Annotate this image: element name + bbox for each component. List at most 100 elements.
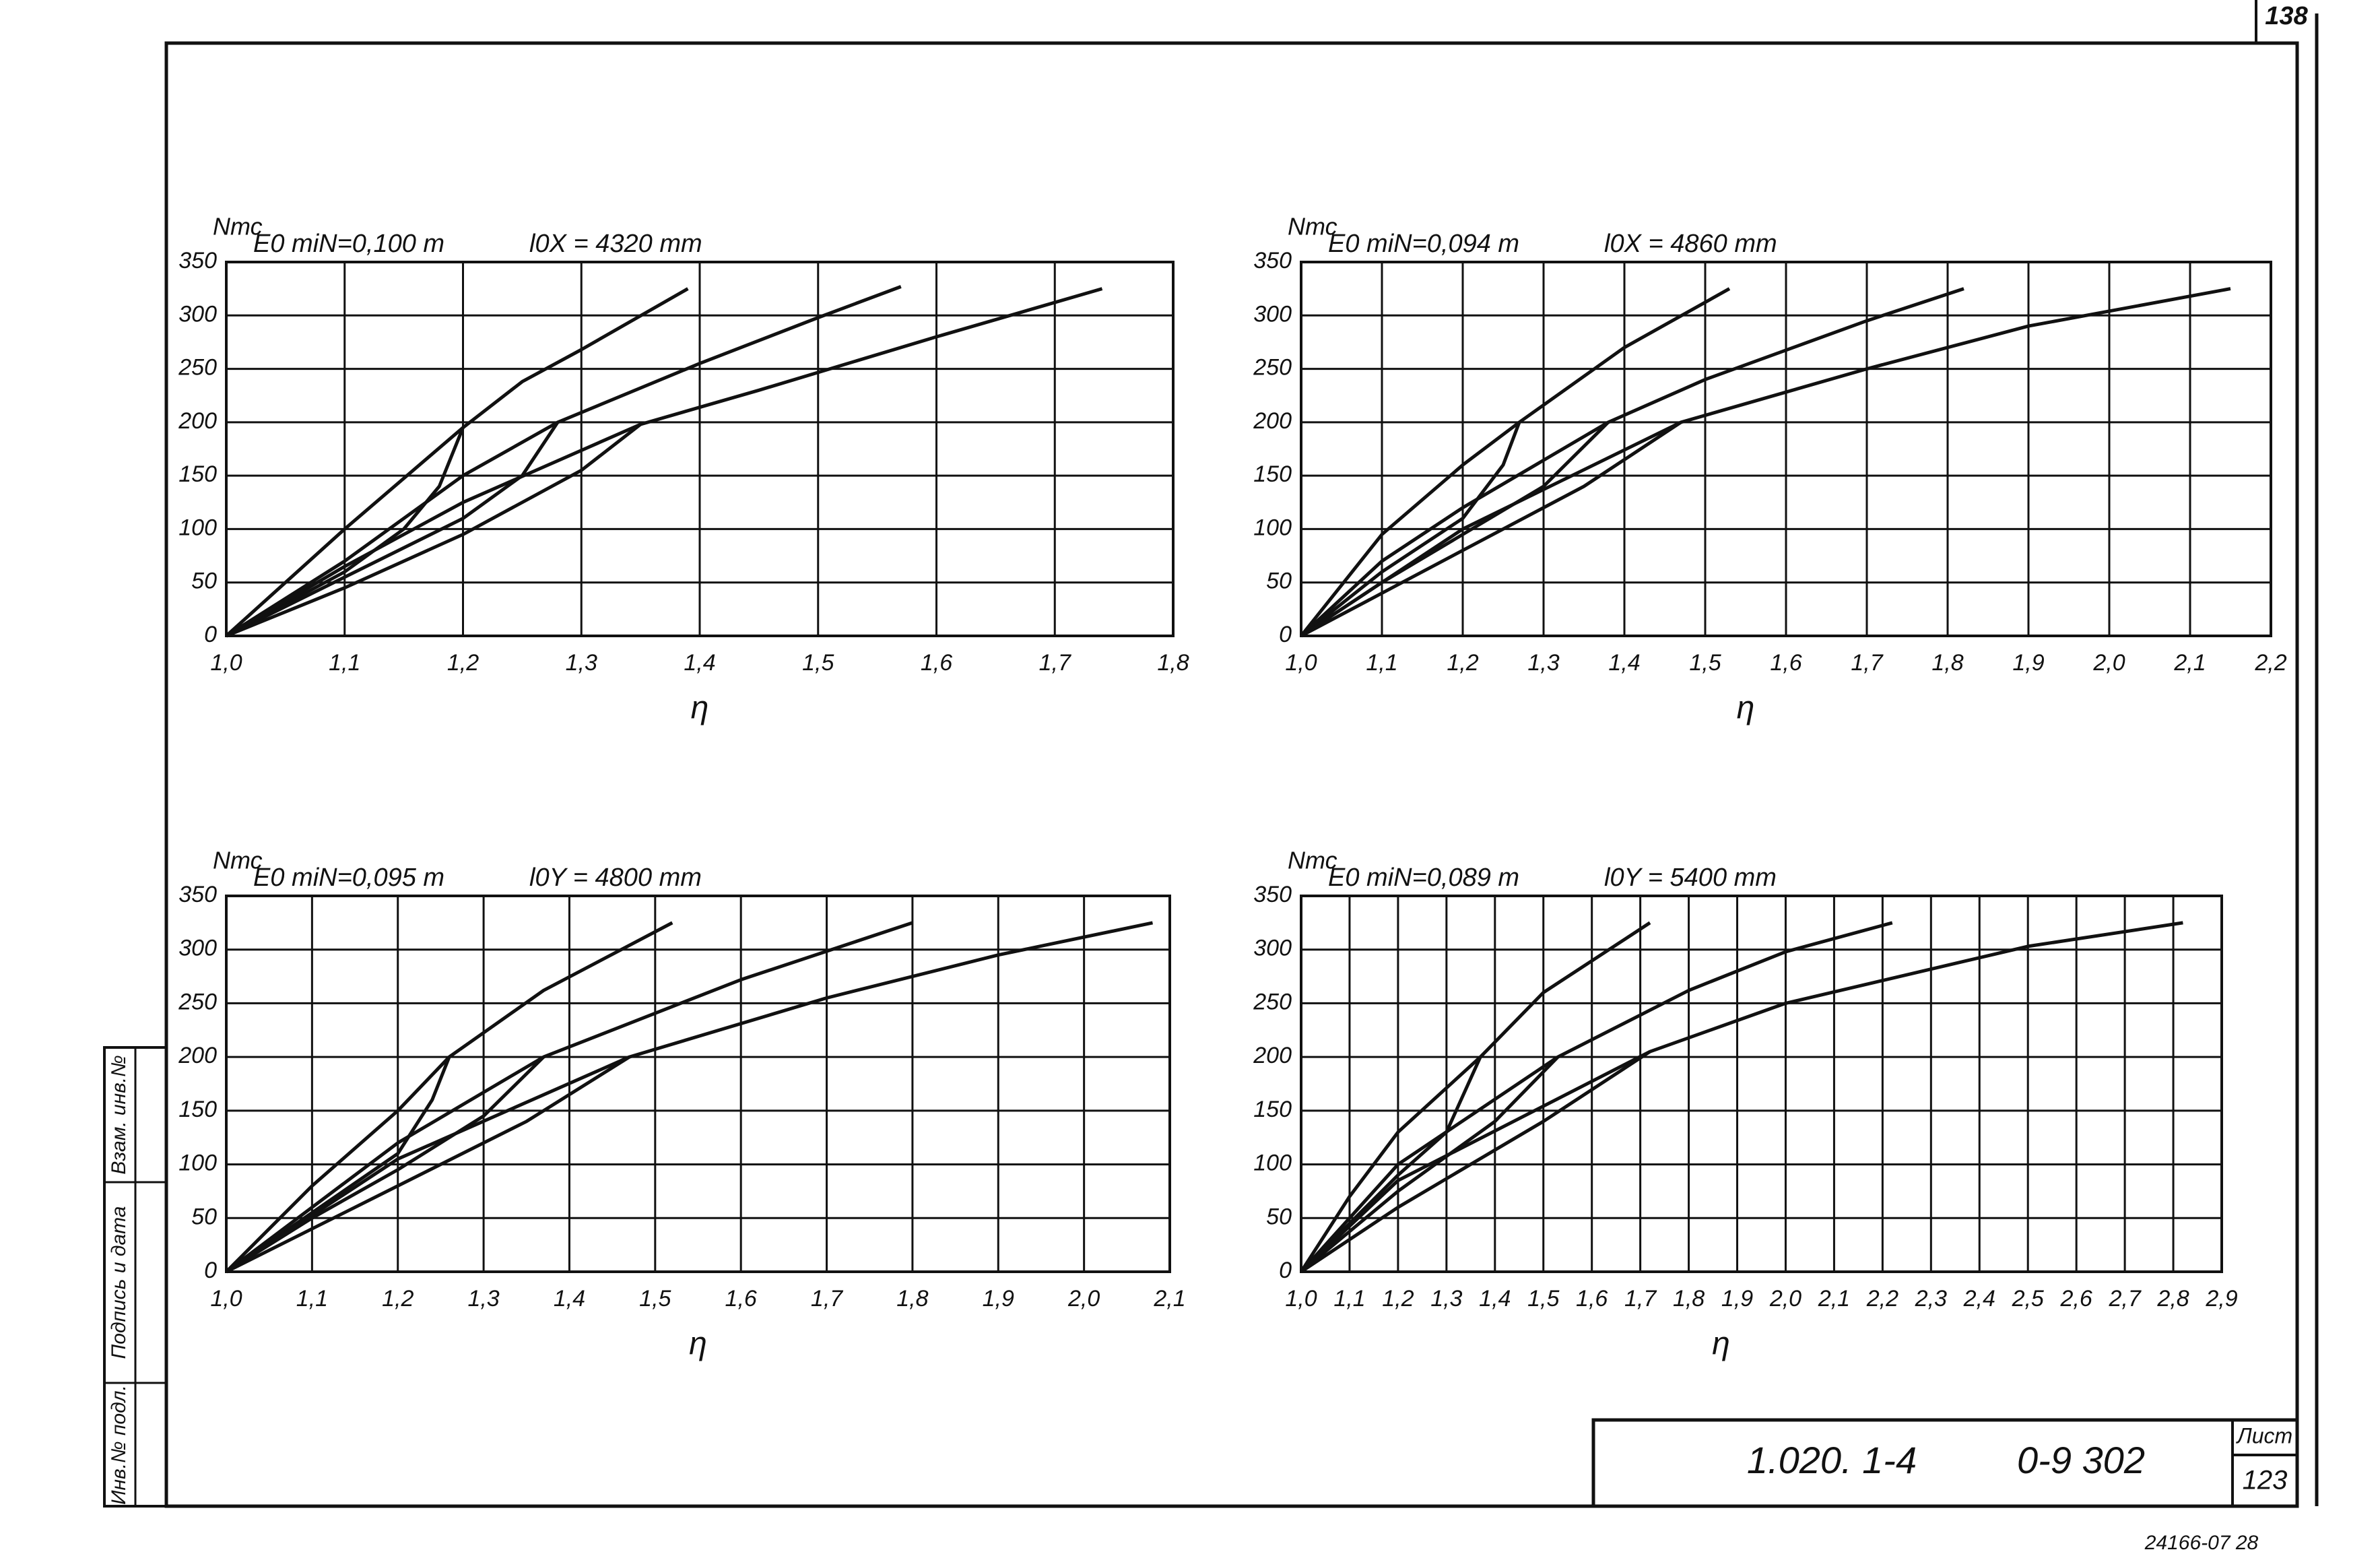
x-tick-label: 2,3	[1915, 1286, 1947, 1312]
y-tick-label: 250	[1253, 355, 1292, 381]
y-tick-label: 200	[178, 408, 217, 434]
x-tick-label: 1,4	[684, 650, 715, 676]
x-tick-label: 1,7	[1624, 1286, 1657, 1312]
annotation: l0Y = 5400 mm	[1604, 864, 1777, 892]
x-tick-label: 1,6	[1576, 1286, 1608, 1312]
y-axis-label: Nтс	[213, 847, 263, 874]
x-tick-label: 1,0	[210, 1286, 242, 1312]
x-tick-label: 1,2	[447, 650, 479, 676]
curve	[225, 921, 673, 1273]
plot-frame	[1300, 261, 2272, 637]
x-tick-label: 1,7	[811, 1286, 843, 1312]
x-tick-label: 2,1	[1153, 1286, 1185, 1312]
x-tick-label: 1,2	[1447, 650, 1478, 676]
x-tick-label: 2,8	[2156, 1286, 2189, 1312]
curve	[226, 423, 642, 638]
sheet-border	[164, 41, 2299, 1508]
x-tick-label: 1,3	[1527, 650, 1559, 676]
x-tick-label: 2,5	[2012, 1286, 2044, 1312]
x-tick-label: 1,3	[566, 650, 597, 676]
x-tick-label: 1,3	[467, 1286, 499, 1312]
y-tick-label: 50	[191, 1204, 217, 1229]
archive-number: 24166-07 28	[2144, 1532, 2259, 1554]
x-tick-label: 1,5	[802, 650, 834, 676]
annotation: l0X = 4320 mm	[529, 230, 702, 258]
x-tick-label: 1,4	[554, 1286, 585, 1312]
x-tick-label: 1,1	[1333, 1286, 1365, 1312]
annotation: E0 miN=0,094 m	[1328, 230, 1519, 258]
y-tick-label: 350	[178, 248, 217, 273]
y-tick-label: 100	[1253, 1151, 1292, 1176]
x-tick-label: 1,2	[1382, 1286, 1414, 1312]
y-tick-label: 350	[1253, 882, 1292, 907]
y-tick-label: 350	[1253, 248, 1292, 273]
x-tick-label: 1,9	[2012, 650, 2044, 676]
y-tick-label: 200	[178, 1043, 217, 1068]
annotation: l0X = 4860 mm	[1604, 230, 1777, 258]
plot-frame	[225, 261, 1175, 637]
y-tick-label: 150	[178, 461, 217, 487]
y-tick-label: 250	[1253, 989, 1292, 1014]
y-axis-label: Nтс	[213, 213, 263, 240]
annotation: E0 miN=0,095 m	[253, 864, 444, 892]
annotation: E0 miN=0,100 m	[253, 230, 444, 258]
x-tick-label: 1,0	[210, 650, 242, 676]
y-tick-label: 150	[1253, 1097, 1292, 1122]
x-tick-label: 1,5	[639, 1286, 671, 1312]
curve	[1300, 422, 1521, 637]
x-tick-label: 1,6	[725, 1286, 757, 1312]
curve	[225, 287, 689, 637]
y-axis-label: Nтс	[1288, 847, 1337, 874]
y-tick-label: 150	[178, 1097, 217, 1122]
curve	[1300, 921, 1893, 1273]
y-tick-label: 0	[204, 622, 217, 647]
y-tick-label: 0	[1279, 1258, 1292, 1283]
y-axis-label: Nтс	[1288, 213, 1337, 240]
x-tick-label: 2,6	[2060, 1286, 2092, 1312]
x-tick-label: 2,0	[2092, 650, 2125, 676]
curve	[1300, 921, 2183, 1273]
x-tick-label: 1,8	[1931, 650, 1963, 676]
y-tick-label: 300	[178, 936, 217, 961]
x-axis-label: η	[1712, 1326, 1730, 1362]
curve	[1300, 287, 1731, 637]
x-axis-label: η	[689, 1326, 707, 1362]
x-axis-label: η	[691, 690, 709, 726]
top-sheet-number: 138	[2265, 2, 2308, 30]
x-tick-label: 1,8	[1157, 650, 1189, 676]
x-tick-label: 1,9	[1721, 1286, 1753, 1312]
x-tick-label: 1,7	[1039, 650, 1071, 676]
x-tick-label: 1,7	[1851, 650, 1883, 676]
x-tick-label: 2,7	[2108, 1286, 2141, 1312]
x-tick-label: 2,2	[2254, 650, 2286, 676]
side-stamp-label: Взам. инв.№	[108, 1055, 130, 1174]
curve	[1299, 921, 1651, 1273]
x-tick-label: 1,2	[382, 1286, 414, 1312]
side-stamp-label: Подпись и дата	[108, 1206, 130, 1359]
y-tick-label: 150	[1253, 461, 1292, 487]
x-tick-label: 2,2	[1866, 1286, 1898, 1312]
annotation: l0Y = 4800 mm	[529, 864, 702, 892]
x-tick-label: 2,4	[1963, 1286, 1995, 1312]
y-tick-label: 200	[1253, 408, 1292, 434]
x-tick-label: 1,8	[1673, 1286, 1705, 1312]
curve	[1300, 287, 2231, 638]
y-tick-label: 350	[178, 882, 217, 907]
y-tick-label: 300	[1253, 301, 1292, 327]
x-tick-label: 1,5	[1527, 1286, 1559, 1312]
x-tick-label: 1,4	[1608, 650, 1640, 676]
x-tick-label: 2,9	[2205, 1286, 2237, 1312]
y-tick-label: 50	[191, 569, 217, 594]
x-tick-label: 2,0	[1769, 1286, 1801, 1312]
y-tick-label: 300	[178, 301, 217, 327]
x-tick-label: 1,1	[329, 650, 360, 676]
y-tick-label: 250	[178, 355, 217, 381]
sheet-label: Лист	[2236, 1423, 2292, 1448]
y-tick-label: 50	[1266, 569, 1292, 594]
curve	[1300, 1050, 1651, 1274]
x-tick-label: 1,1	[1366, 650, 1397, 676]
y-tick-label: 100	[178, 515, 217, 540]
y-tick-label: 200	[1253, 1043, 1292, 1068]
